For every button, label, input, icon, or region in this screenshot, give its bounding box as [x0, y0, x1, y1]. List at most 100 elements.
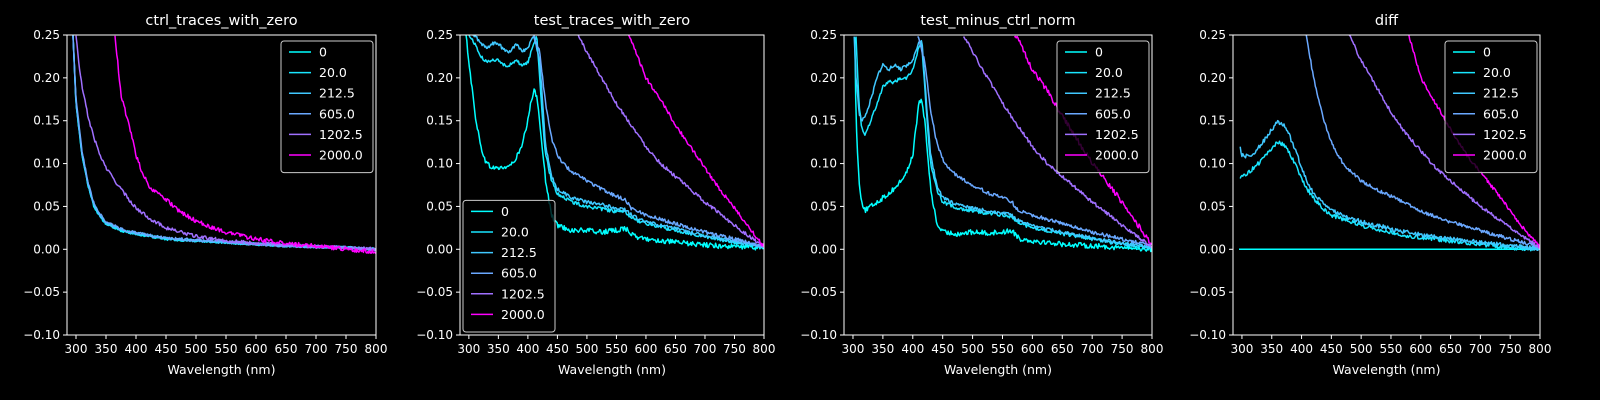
x-tick-label: 450 [155, 342, 178, 356]
x-tick-label: 600 [634, 342, 657, 356]
y-tick-label: −0.05 [23, 285, 60, 299]
chart-panel-3: test_minus_ctrl_norm 300 350 400 450 500 550 60… [800, 13, 1163, 377]
y-tick-label: 0.15 [810, 114, 837, 128]
legend-entry-label: 212.5 [1483, 86, 1519, 101]
plot-frame [843, 34, 1153, 336]
x-tick-label: 650 [1051, 342, 1074, 356]
series-line-0 [465, 35, 764, 251]
series-group [1239, 35, 1540, 252]
y-tick-label: 0.15 [426, 114, 453, 128]
x-tick-label: 550 [605, 342, 628, 356]
x-tick-label: 800 [753, 342, 776, 356]
x-tick-label: 400 [516, 342, 539, 356]
x-tick-label: 800 [1141, 342, 1164, 356]
x-tick-label: 350 [487, 342, 510, 356]
x-tick-label: 500 [1350, 342, 1373, 356]
series-line-2000-0 [627, 35, 764, 248]
series-line-212-5 [469, 35, 764, 248]
x-tick-label: 800 [365, 342, 388, 356]
legend-box [280, 40, 374, 174]
plot-frame [66, 34, 377, 336]
x-axis-label: Wavelength (nm) [1333, 362, 1441, 377]
y-tick-label: −0.05 [416, 285, 453, 299]
x-tick-label: 700 [305, 342, 328, 356]
y-tick-label: −0.10 [416, 328, 453, 342]
legend-entry-label: 1202.5 [1095, 127, 1139, 142]
x-tick-label: 800 [1529, 342, 1552, 356]
y-tick-label: 0.15 [33, 114, 60, 128]
legend-entry-label: 2000.0 [501, 307, 545, 322]
legend-box [1444, 40, 1538, 174]
y-tick-label: 0.05 [810, 199, 837, 213]
chart-title: test_traces_with_zero [534, 13, 691, 29]
legend-entry-label: 605.0 [319, 106, 355, 121]
series-line-212-5 [853, 36, 1152, 250]
x-tick-label: 400 [125, 342, 148, 356]
x-tick-label: 600 [1021, 342, 1044, 356]
legend-entry-label: 20.0 [1483, 65, 1511, 80]
x-tick-label: 500 [961, 342, 984, 356]
x-tick-label: 750 [1499, 342, 1522, 356]
y-tick-label: 0.25 [426, 28, 453, 42]
legend-box [1056, 40, 1150, 174]
legend-box [462, 199, 556, 333]
legend-entry-label: 212.5 [501, 245, 537, 260]
y-tick-label: 0.05 [426, 199, 453, 213]
x-tick-label: 500 [575, 342, 598, 356]
y-tick-label: 0.00 [1199, 242, 1226, 256]
x-tick-label: 700 [1081, 342, 1104, 356]
chart-title: diff [1375, 13, 1399, 29]
x-tick-label: 600 [245, 342, 268, 356]
x-tick-label: 550 [1380, 342, 1403, 356]
y-tick-label: 0.10 [810, 157, 837, 171]
y-tick-label: −0.10 [1189, 328, 1226, 342]
x-axis-label: Wavelength (nm) [558, 362, 666, 377]
legend-entry-label: 2000.0 [319, 148, 363, 163]
y-tick-label: 0.25 [33, 28, 60, 42]
x-tick-label: 650 [664, 342, 687, 356]
legend-entry-label: 0 [319, 45, 327, 60]
y-tick-label: 0.00 [810, 242, 837, 256]
y-tick-label: −0.05 [1189, 285, 1226, 299]
x-tick-label: 300 [1230, 342, 1253, 356]
y-tick-label: 0.05 [1199, 199, 1226, 213]
legend: 0 20.0 212.5 605.0 1202.5 2000.0 [1056, 40, 1150, 174]
legend-entry-label: 605.0 [1483, 106, 1519, 121]
x-axis-label: Wavelength (nm) [944, 362, 1052, 377]
chart-panel-2: test_traces_with_zero 300 350 400 450 500 550 6… [416, 13, 775, 377]
series-line-1202-5 [577, 35, 764, 248]
x-tick-label: 300 [457, 342, 480, 356]
legend-entry-label: 20.0 [319, 65, 347, 80]
x-tick-label: 700 [1469, 342, 1492, 356]
y-tick-label: 0.25 [1199, 28, 1226, 42]
x-tick-label: 350 [95, 342, 118, 356]
x-tick-label: 300 [842, 342, 865, 356]
legend-entry-label: 1202.5 [319, 127, 363, 142]
plot-frame [459, 34, 765, 336]
legend-entry-label: 2000.0 [1483, 148, 1527, 163]
y-tick-label: 0.10 [426, 157, 453, 171]
x-tick-label: 750 [723, 342, 746, 356]
x-tick-label: 350 [1260, 342, 1283, 356]
x-tick-label: 300 [65, 342, 88, 356]
legend-entry-label: 1202.5 [501, 286, 545, 301]
y-tick-label: 0.20 [1199, 71, 1226, 85]
legend: 0 20.0 212.5 605.0 1202.5 2000.0 [280, 40, 374, 174]
series-group [465, 35, 764, 251]
legend-entry-label: 212.5 [319, 86, 355, 101]
x-tick-label: 600 [1409, 342, 1432, 356]
y-tick-label: 0.10 [1199, 157, 1226, 171]
series-line-605-0 [533, 35, 764, 249]
x-tick-label: 650 [1439, 342, 1462, 356]
legend-entry-label: 605.0 [1095, 106, 1131, 121]
chart-panel-4: diff 300 350 400 450 500 550 600 650 700 750 800 −0.… [1189, 13, 1551, 377]
series-line-1202-5 [962, 36, 1152, 249]
x-tick-label: 450 [546, 342, 569, 356]
legend: 0 20.0 212.5 605.0 1202.5 2000.0 [1444, 40, 1538, 174]
y-tick-label: 0.20 [810, 71, 837, 85]
series-line-0 [854, 37, 1152, 253]
y-tick-label: 0.05 [33, 199, 60, 213]
y-tick-label: 0.10 [33, 157, 60, 171]
chart-panel-1: ctrl_traces_with_zero 300 350 400 450 500 550 6… [23, 13, 387, 377]
